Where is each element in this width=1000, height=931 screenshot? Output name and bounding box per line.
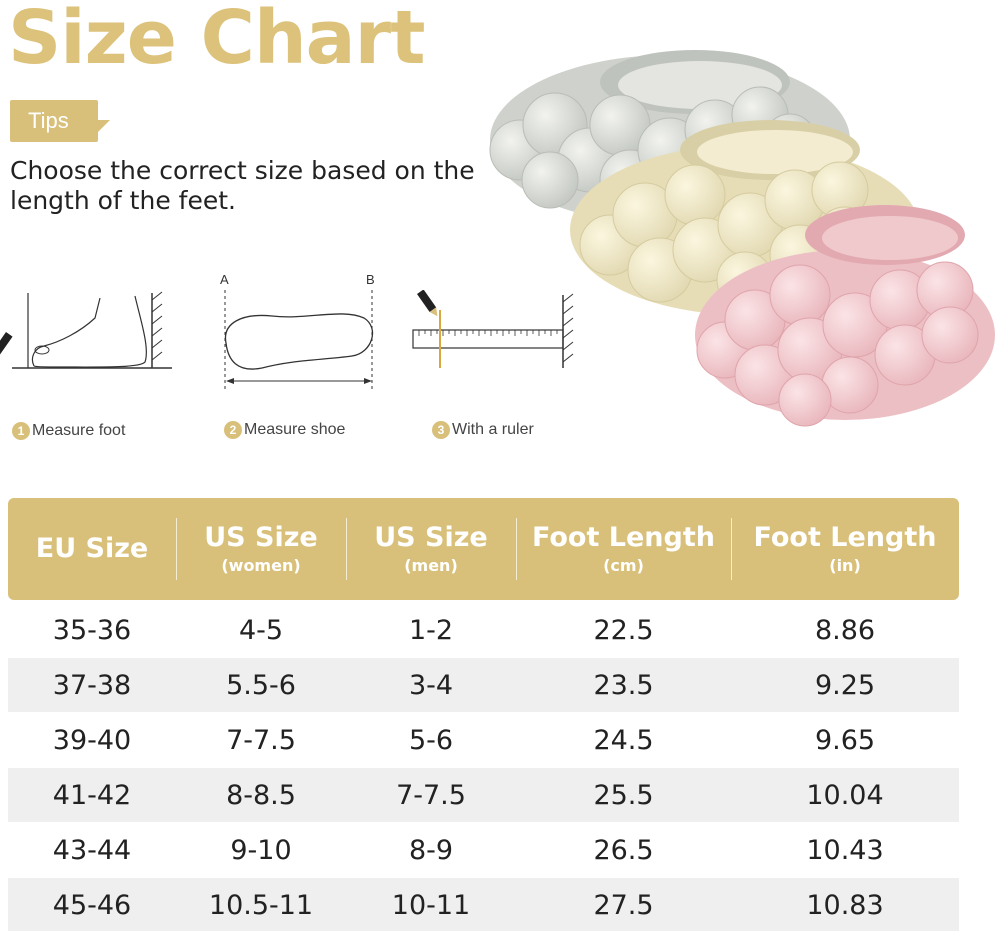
measure-foot-diagram: [0, 291, 172, 369]
cell-foot-cm: 22.5: [593, 614, 654, 646]
step-label-1: Measure foot: [32, 422, 126, 439]
cell-us-women: 7-7.5: [226, 724, 296, 756]
cell-us-women: 5.5-6: [226, 669, 296, 701]
header-sub: (women): [221, 556, 301, 575]
cell-us-women: 8-8.5: [226, 779, 296, 811]
header-main: US Size: [204, 522, 318, 553]
header-foot-length-in: Foot Length (in): [731, 498, 959, 600]
step-number-2: 2: [224, 421, 242, 439]
cell-us-men: 5-6: [408, 724, 454, 756]
cell-foot-in: 10.83: [806, 889, 884, 921]
step-number-1: 1: [12, 422, 30, 440]
step-with-ruler: 3 With a ruler: [432, 421, 534, 439]
table-row: 37-38 5.5-6 3-4 23.5 9.25: [8, 658, 959, 712]
header-sub: (cm): [603, 556, 644, 575]
header-sub: (men): [404, 556, 458, 575]
cell-foot-in: 10.43: [806, 834, 884, 866]
cell-foot-cm: 25.5: [593, 779, 654, 811]
pink-slipper: [695, 205, 995, 427]
cell-us-women: 9-10: [230, 834, 292, 866]
cell-eu-size: 43-44: [52, 834, 132, 866]
cell-us-men: 3-4: [408, 669, 454, 701]
cell-eu-size: 45-46: [52, 889, 132, 921]
step-label-2: Measure shoe: [244, 421, 346, 438]
cell-eu-size: 35-36: [52, 614, 132, 646]
header-sub: (in): [829, 556, 861, 575]
step-number-3: 3: [432, 421, 450, 439]
cell-foot-cm: 24.5: [593, 724, 654, 756]
tips-badge: Tips: [10, 100, 110, 142]
page-title: Size Chart: [8, 0, 425, 81]
cell-foot-cm: 27.5: [593, 889, 654, 921]
size-table-body: 35-36 4-5 1-2 22.5 8.86 37-38 5.5-6 3-4 …: [8, 603, 959, 931]
label-a: A: [220, 272, 229, 287]
cell-us-women: 10.5-11: [208, 889, 314, 921]
table-row: 39-40 7-7.5 5-6 24.5 9.65: [8, 713, 959, 767]
size-table-header: EU Size US Size (women) US Size (men) Fo…: [8, 498, 959, 600]
step-measure-foot: 1 Measure foot: [12, 422, 125, 440]
header-us-men: US Size (men): [346, 498, 516, 600]
table-row: 45-46 10.5-11 10-11 27.5 10.83: [8, 878, 959, 931]
cell-foot-in: 10.04: [806, 779, 884, 811]
header-us-women: US Size (women): [176, 498, 346, 600]
cell-us-men: 7-7.5: [396, 779, 466, 811]
header-main: Foot Length: [753, 522, 937, 553]
cell-us-men: 8-9: [408, 834, 454, 866]
table-row: 43-44 9-10 8-9 26.5 10.43: [8, 823, 959, 877]
cell-eu-size: 39-40: [52, 724, 132, 756]
cell-eu-size: 41-42: [52, 779, 132, 811]
ruler-diagram: [412, 290, 574, 368]
cell-us-men: 1-2: [408, 614, 454, 646]
measure-shoe-diagram: A B: [220, 272, 375, 390]
header-foot-length-cm: Foot Length (cm): [516, 498, 731, 600]
table-row: 35-36 4-5 1-2 22.5 8.86: [8, 603, 959, 657]
cell-foot-in: 9.65: [814, 724, 876, 756]
cell-eu-size: 37-38: [52, 669, 132, 701]
step-measure-shoe: 2 Measure shoe: [224, 421, 345, 439]
header-main: Foot Length: [532, 522, 715, 553]
cell-foot-in: 8.86: [814, 614, 876, 646]
slippers-product-image: [489, 50, 995, 427]
table-row: 41-42 8-8.5 7-7.5 25.5 10.04: [8, 768, 959, 822]
cell-us-women: 4-5: [238, 614, 284, 646]
cell-foot-in: 9.25: [814, 669, 876, 701]
header-main: US Size: [374, 522, 488, 553]
cell-us-men: 10-11: [391, 889, 471, 921]
cell-foot-cm: 26.5: [593, 834, 654, 866]
header-main: EU Size: [35, 533, 149, 564]
label-b: B: [366, 272, 375, 287]
cell-foot-cm: 23.5: [593, 669, 654, 701]
header-eu-size: EU Size: [8, 498, 176, 600]
instruction-text: Choose the correct size based on the len…: [10, 156, 475, 215]
step-label-3: With a ruler: [452, 421, 534, 438]
